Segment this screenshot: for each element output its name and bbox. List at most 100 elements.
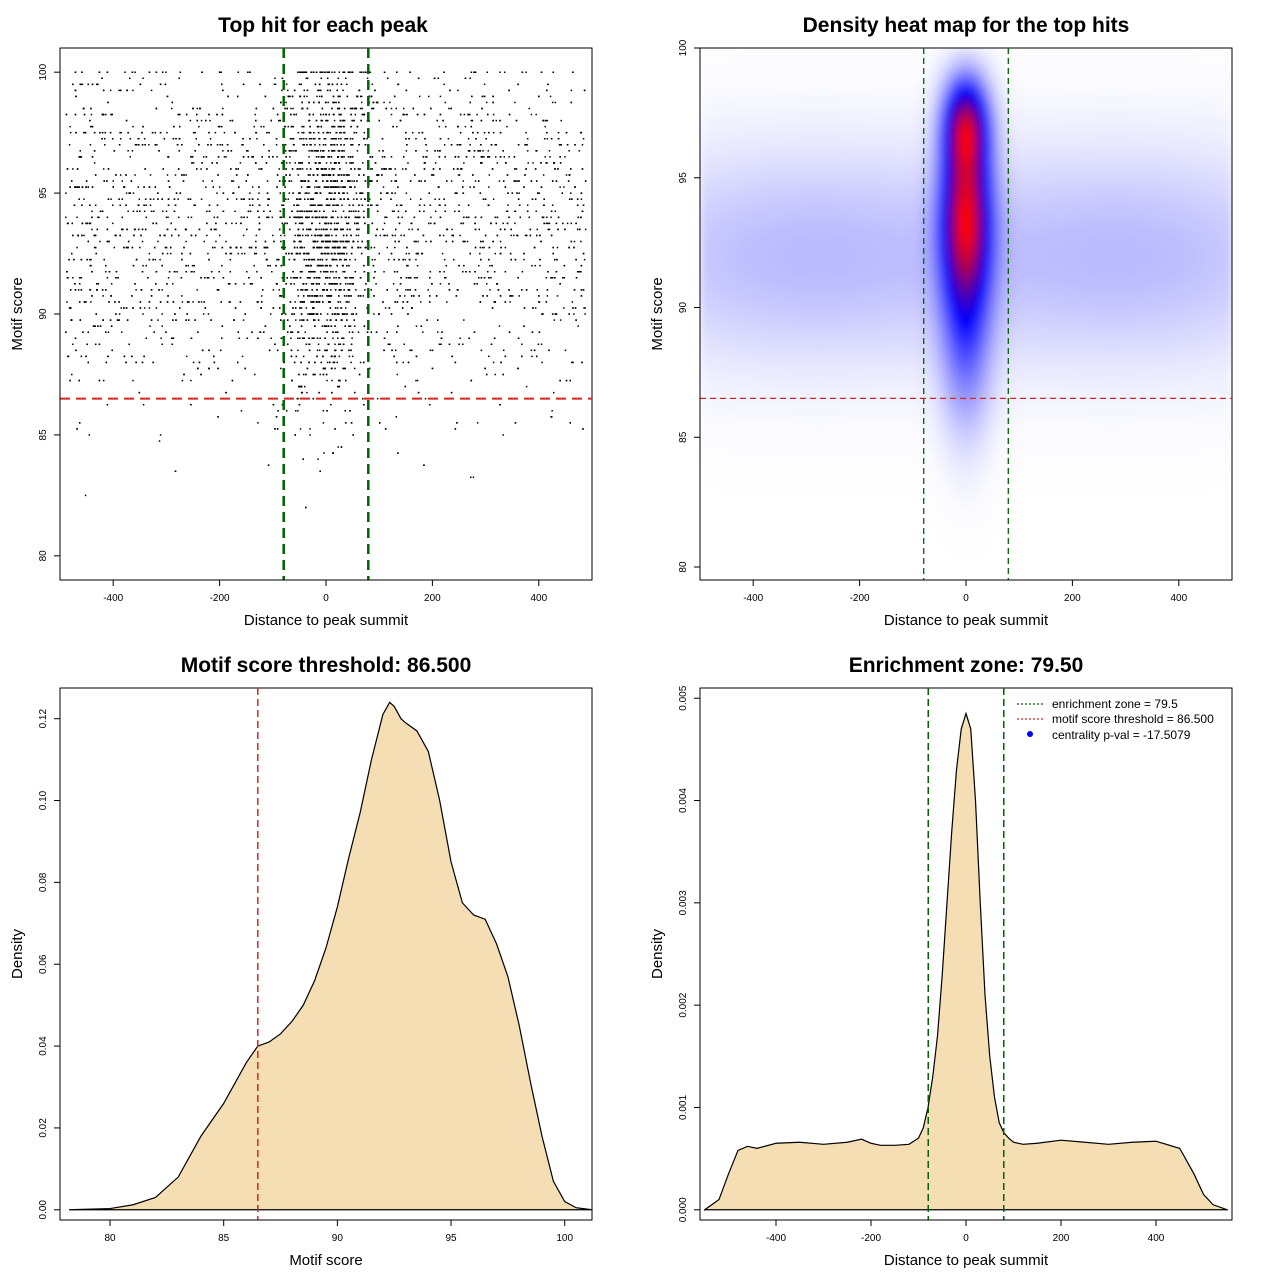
scatter-point [415,379,417,382]
scatter-point [487,156,489,158]
scatter-point [334,180,336,182]
scatter-point [342,89,344,92]
scatter-point [171,101,174,104]
scatter-point [102,168,105,170]
scatter-point [125,361,127,364]
scatter-point [93,131,96,134]
scatter-point [300,385,303,388]
scatter-point [358,174,360,176]
scatter-point [322,422,325,424]
scatter-point [317,458,319,460]
scatter-point [336,283,338,285]
scatter-point [521,355,523,358]
scatter-point [324,264,327,267]
scatter-point [580,198,583,200]
scatter-point [517,198,520,200]
scatter-point [217,289,220,291]
scatter-point [407,277,410,279]
scatter-point [185,174,187,176]
scatter-point [371,204,373,206]
scatter-point [570,192,572,194]
scatter-point [276,174,279,176]
scatter-point [191,162,193,164]
scatter-point [126,319,129,321]
scatter-point [573,246,575,249]
scatter-point [128,192,130,194]
scatter-point [316,289,318,291]
scatter-point [339,343,342,346]
scatter-point [508,331,511,333]
scatter-point [135,289,137,291]
scatter-point [257,198,259,200]
scatter-point [138,228,140,231]
scatter-point [310,283,313,285]
scatter-point [255,107,258,110]
scatter-point [417,240,419,243]
scatter-point [424,397,427,400]
scatter-point [87,240,89,243]
scatter-point [313,270,316,273]
scatter-point [515,180,517,182]
scatter-point [326,119,329,122]
scatter-point [352,210,355,213]
scatter-point [292,270,294,273]
scatter-point [159,301,162,303]
scatter-point [492,113,495,116]
scatter-point [69,379,71,382]
scatter-point [317,343,320,346]
scatter-point [179,113,181,116]
scatter-point [481,156,484,158]
scatter-point [307,313,309,315]
scatter-point [474,228,477,231]
scatter-point [524,234,527,237]
scatter-point [510,295,512,297]
scatter-point [236,95,239,98]
scatter-point [477,150,479,152]
scatter-point [172,319,174,321]
scatter-point [313,258,315,261]
scatter-point [337,385,339,388]
scatter-point [566,144,569,146]
scatter-point [364,289,366,291]
scatter-point [202,156,205,158]
scatter-point [266,246,269,249]
scatter-point [326,277,329,279]
scatter-point [87,331,89,333]
scatter-point [77,289,80,291]
scatter-point [322,216,325,219]
scatter-point [311,337,313,339]
scatter-point [496,162,499,164]
scatter-point [434,198,436,200]
scatter-point [330,216,333,219]
scatter-point [394,349,397,352]
scatter-point [234,307,237,309]
scatter-point [131,295,133,297]
scatter-point [158,440,161,442]
scatter-point [152,198,155,200]
scatter-point [458,144,461,146]
scatter-point [291,331,293,333]
scatter-point [572,307,574,309]
scatter-point [148,252,151,255]
scatter-point [295,150,298,152]
scatter-point [102,379,105,382]
scatter-point [339,198,342,200]
scatter-point [298,385,300,388]
scatter-point [315,313,318,315]
scatter-point [310,234,313,237]
scatter-point [270,337,273,339]
scatter-point [89,289,92,291]
scatter-point [227,95,229,98]
scatter-point [88,434,91,436]
scatter-point [134,174,136,176]
scatter-point [91,186,94,188]
scatter-point [328,192,330,194]
scatter-point [321,71,324,73]
scatter-point [217,367,219,370]
scatter-point [72,277,74,279]
scatter-point [343,107,346,110]
scatter-point [407,361,410,364]
scatter-point [481,162,483,164]
scatter-point [143,355,145,358]
scatter-point [420,180,423,182]
